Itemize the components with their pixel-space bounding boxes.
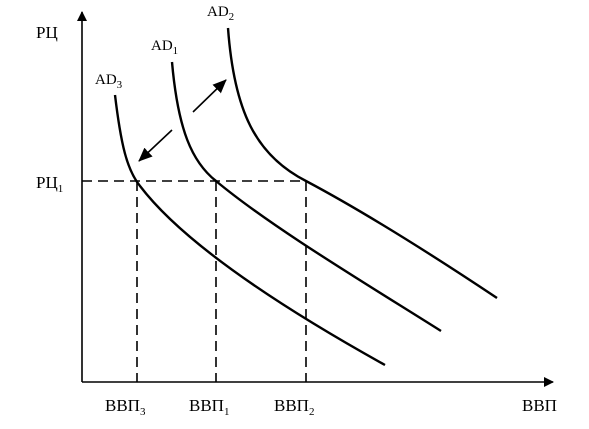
ad-curve: [226, 27, 498, 299]
shift-arrow: [192, 79, 227, 113]
curve-label: AD2: [207, 4, 234, 23]
label-sub: 1: [58, 183, 64, 195]
label-sub: 2: [229, 11, 235, 23]
label-text: AD: [151, 38, 173, 54]
label-text: ВВП: [274, 396, 309, 415]
label-text: РЦ: [36, 173, 58, 192]
price-label: РЦ1: [36, 173, 63, 195]
label-sub: 1: [224, 406, 230, 418]
ad-curve: [170, 61, 442, 333]
x-axis-label: ВВП: [522, 396, 557, 415]
output-label: ВВП1: [189, 396, 229, 418]
shift-arrow: [138, 129, 173, 162]
output-label: ВВП3: [105, 396, 146, 418]
label-sub: 3: [140, 406, 146, 418]
output-label: ВВП2: [274, 396, 314, 418]
label-text: ВВП: [189, 396, 224, 415]
label-text: ВВП: [105, 396, 140, 415]
label-sub: 2: [309, 406, 315, 418]
label-sub: 3: [117, 79, 123, 91]
curve-label: AD3: [95, 72, 123, 91]
label-text: AD: [207, 4, 229, 20]
y-axis-label: РЦ: [36, 23, 58, 42]
ad-curve: [113, 94, 386, 367]
label-sub: 1: [173, 45, 179, 57]
curve-label: AD1: [151, 38, 178, 57]
label-text: AD: [95, 72, 117, 88]
